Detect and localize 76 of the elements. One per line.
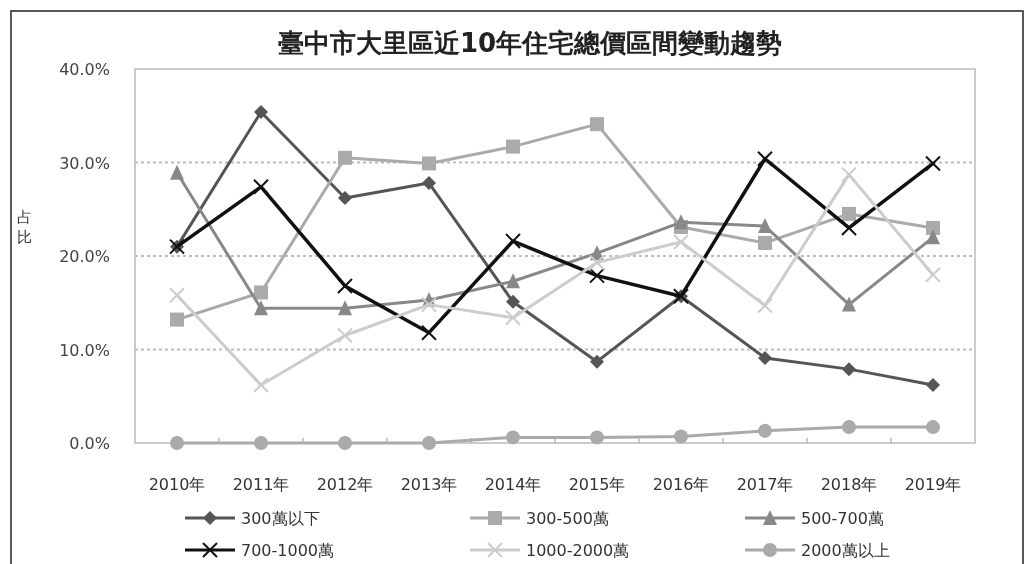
chart-title: 臺中市大里區近10年住宅總價區間變動趨勢 — [277, 28, 783, 58]
point — [589, 254, 605, 271]
point — [841, 219, 857, 236]
point — [842, 362, 856, 377]
point — [926, 420, 940, 435]
y-axis-title: 占比 — [16, 208, 32, 246]
point — [926, 220, 940, 235]
point — [422, 156, 436, 171]
point — [757, 150, 773, 167]
y-tick-label: 10.0% — [59, 340, 110, 360]
y-tick-label: 0.0% — [69, 434, 110, 453]
point — [673, 233, 689, 250]
point — [590, 117, 604, 132]
point — [254, 105, 268, 120]
point — [506, 430, 520, 445]
x-tick-label: 2018年 — [820, 475, 878, 494]
point — [421, 324, 437, 341]
point — [841, 166, 857, 183]
point — [758, 350, 772, 365]
legend-label: 300萬以下 — [241, 509, 320, 528]
point — [170, 164, 184, 180]
point — [338, 436, 352, 450]
point — [254, 300, 268, 316]
point — [842, 296, 856, 312]
point — [506, 139, 520, 154]
point — [254, 436, 268, 450]
y-tick-label: 30.0% — [59, 153, 110, 173]
x-tick-label: 2017年 — [736, 475, 794, 494]
point — [674, 429, 688, 444]
point — [506, 294, 520, 309]
point — [758, 235, 772, 250]
x-tick-label: 2019年 — [904, 475, 962, 494]
point — [338, 300, 352, 316]
point — [338, 191, 352, 206]
point — [505, 233, 521, 250]
point — [590, 354, 604, 369]
legend-label: 500-700萬 — [801, 509, 884, 528]
y-tick-label: 20.0% — [59, 247, 110, 266]
point — [925, 266, 941, 283]
x-tick-label: 2013年 — [400, 475, 458, 494]
point — [338, 150, 352, 165]
point — [925, 155, 941, 172]
point — [337, 327, 353, 344]
point — [254, 285, 268, 300]
point — [674, 214, 688, 230]
point — [589, 267, 605, 284]
point — [169, 287, 185, 304]
point — [421, 296, 437, 313]
point — [337, 277, 353, 294]
x-tick-label: 2010年 — [148, 475, 206, 494]
point — [926, 378, 940, 393]
legend-label: 300-500萬 — [526, 509, 609, 528]
point — [422, 436, 436, 450]
point — [590, 430, 604, 445]
legend-label: 700-1000萬 — [241, 541, 335, 560]
point — [842, 420, 856, 435]
point — [926, 229, 940, 245]
point — [758, 423, 772, 438]
point — [253, 178, 269, 195]
x-tick-label: 2015年 — [568, 475, 626, 494]
legend-label: 2000萬以上 — [801, 541, 890, 560]
point — [758, 218, 772, 234]
y-tick-label: 40.0% — [59, 60, 110, 79]
point — [842, 206, 856, 221]
point — [170, 312, 184, 327]
point — [506, 273, 520, 289]
x-tick-label: 2011年 — [232, 475, 290, 494]
legend-label: 1000-2000萬 — [526, 541, 630, 560]
point — [422, 176, 436, 191]
point — [170, 436, 184, 450]
point — [253, 377, 269, 394]
x-tick-label: 2014年 — [484, 475, 542, 494]
x-tick-label: 2012年 — [316, 475, 374, 494]
point — [757, 297, 773, 314]
point — [505, 309, 521, 326]
x-tick-label: 2016年 — [652, 475, 710, 494]
